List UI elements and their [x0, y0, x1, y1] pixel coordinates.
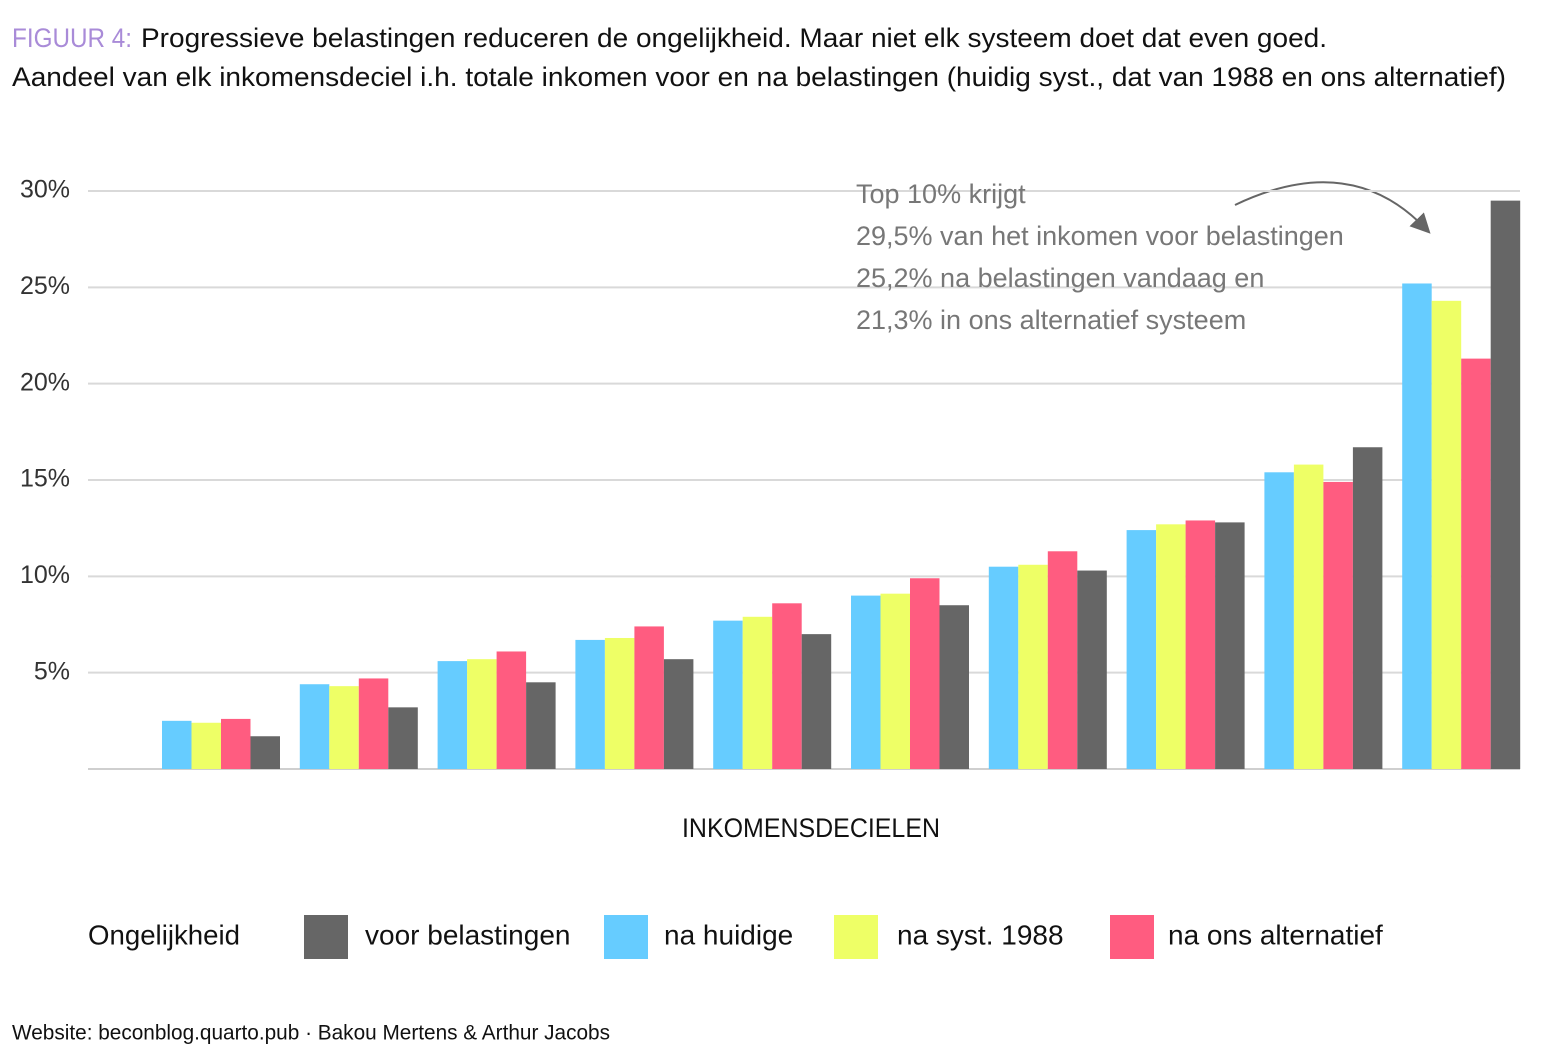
- bar: [467, 659, 497, 769]
- legend-label: na huidige: [664, 919, 793, 950]
- bar: [1490, 200, 1521, 770]
- bar: [1215, 522, 1245, 769]
- bar: [880, 593, 910, 769]
- y-tick-label: 15%: [20, 465, 70, 493]
- bar: [1461, 358, 1491, 769]
- bar: [713, 620, 743, 769]
- annotation: 21,3% in ons alternatief systeem: [856, 305, 1246, 335]
- annotation: 29,5% van het inkomen voor belastingen: [856, 221, 1344, 251]
- bar: [1352, 447, 1383, 769]
- bar: [1431, 300, 1462, 769]
- bar: [575, 639, 605, 769]
- legend-label: na syst. 1988: [897, 919, 1064, 950]
- legend-swatch: [1110, 915, 1154, 959]
- legend-swatch: [604, 915, 648, 959]
- bar: [801, 634, 832, 769]
- bar: [496, 651, 527, 769]
- bar: [191, 722, 221, 769]
- bar: [939, 605, 969, 769]
- annotation: Top 10% krijgt: [856, 179, 1026, 209]
- legend-title: Ongelijkheid: [88, 919, 240, 950]
- bar: [299, 684, 330, 769]
- bar: [1323, 481, 1353, 769]
- bar: [162, 720, 192, 769]
- legend-swatch: [304, 915, 348, 959]
- bar: [1018, 564, 1048, 769]
- source: Website: beconblog.quarto.pub · Bakou Me…: [12, 1022, 610, 1045]
- bar: [1185, 520, 1216, 769]
- bar: [604, 637, 635, 769]
- chart-subtitle: Aandeel van elk inkomensdeciel i.h. tota…: [12, 62, 1506, 92]
- bar: [1402, 283, 1432, 769]
- y-tick-label: 30%: [20, 176, 70, 204]
- bar: [250, 736, 280, 769]
- legend-swatch: [834, 915, 878, 959]
- y-tick-label: 5%: [34, 657, 70, 685]
- legend-label: voor belastingen: [365, 919, 570, 950]
- bar: [634, 626, 664, 769]
- bar: [663, 659, 694, 769]
- bar: [988, 566, 1019, 769]
- bar: [742, 616, 773, 769]
- bar: [772, 603, 802, 769]
- bar: [1293, 464, 1324, 769]
- y-tick-label: 25%: [20, 272, 70, 300]
- bar: [910, 578, 940, 769]
- bar: [1156, 524, 1186, 769]
- chart-title: Progressieve belastingen reduceren de on…: [141, 23, 1327, 53]
- bar: [851, 595, 881, 769]
- bar: [329, 686, 359, 769]
- y-tick-label: 10%: [20, 561, 70, 589]
- bar: [437, 661, 468, 769]
- bar: [526, 682, 556, 769]
- annotation-arrow: [1234, 181, 1431, 234]
- bar: [1077, 570, 1107, 769]
- x-axis-label: INKOMENSDECIELEN: [682, 813, 940, 843]
- bar: [358, 678, 389, 769]
- title-label: FIGUUR 4:: [12, 23, 132, 53]
- legend-label: na ons alternatief: [1168, 919, 1383, 950]
- annotation: 25,2% na belastingen vandaag en: [856, 263, 1264, 293]
- y-tick-label: 20%: [20, 368, 70, 396]
- bar: [1264, 472, 1294, 769]
- bar: [1047, 551, 1078, 769]
- bar: [221, 718, 251, 769]
- bar: [1126, 530, 1157, 769]
- bar: [388, 707, 418, 769]
